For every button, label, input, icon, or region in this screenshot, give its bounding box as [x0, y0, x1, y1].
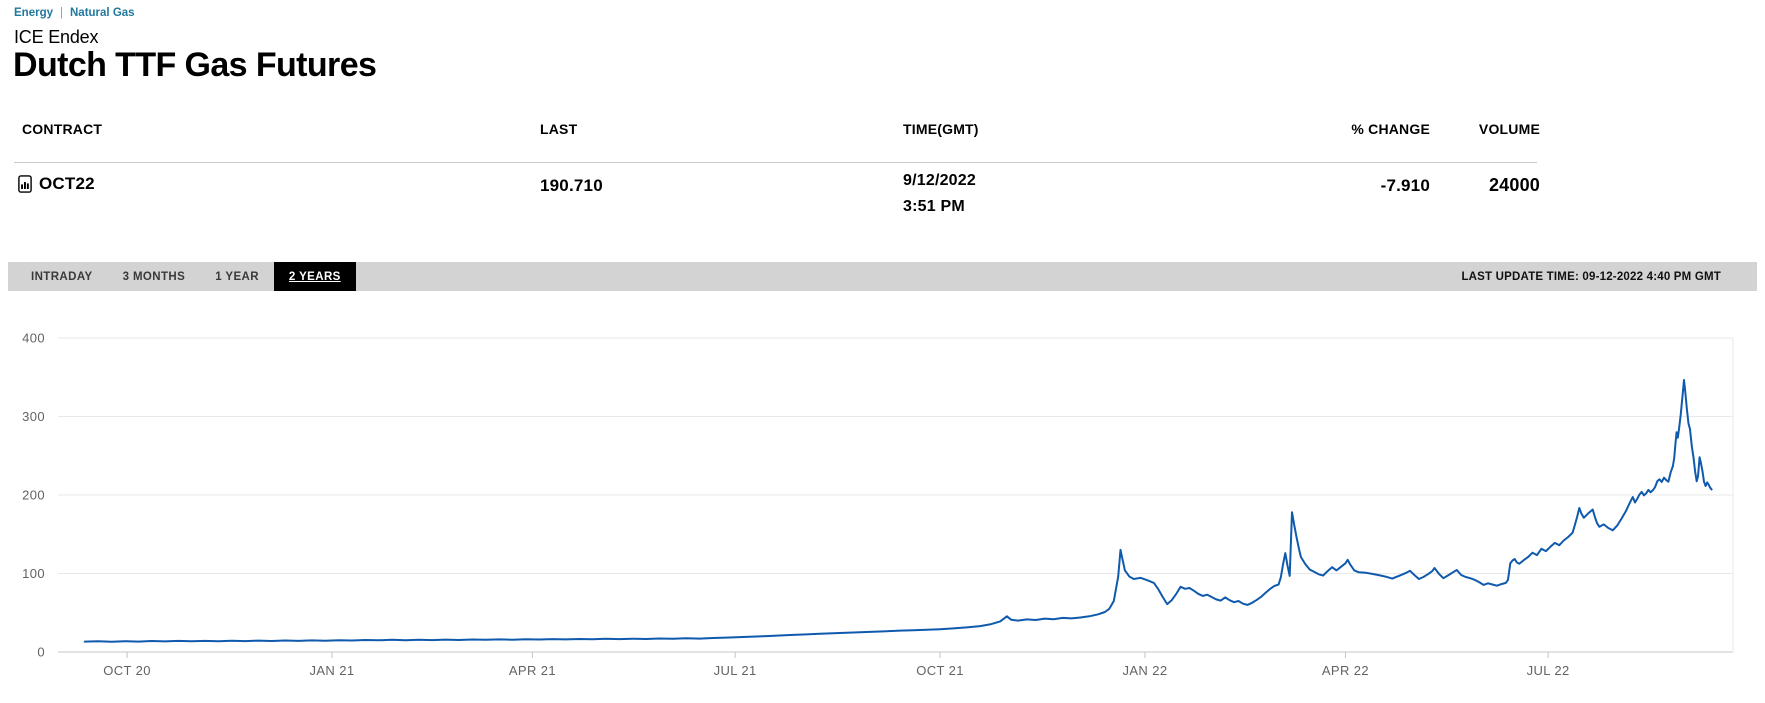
- tab-2-years[interactable]: 2 YEARS: [273, 262, 356, 291]
- table-header-divider: [14, 162, 1537, 163]
- y-axis-tick-label: 300: [22, 409, 45, 424]
- last-price-value: 190.710: [540, 176, 603, 195]
- breadcrumb-link-energy[interactable]: Energy: [14, 7, 53, 19]
- x-axis-tick-label: OCT 21: [916, 663, 964, 678]
- y-axis-tick-label: 0: [37, 645, 45, 660]
- x-axis-tick-label: JAN 21: [309, 663, 354, 678]
- exchange-name: ICE Endex: [14, 27, 99, 47]
- x-axis-tick-label: OCT 20: [103, 663, 151, 678]
- pct-change-value: -7.910: [1380, 176, 1430, 195]
- contract-cell[interactable]: OCT22: [18, 174, 95, 194]
- range-toolbar: INTRADAY 3 MONTHS 1 YEAR 2 YEARS LAST UP…: [8, 262, 1757, 291]
- contract-label: OCT22: [39, 174, 95, 193]
- price-chart[interactable]: 0 100 200 300 400 OCT 20 JAN 21 APR 21 JUL 21 OCT…: [0, 285, 1765, 697]
- tab-1-year[interactable]: 1 YEAR: [215, 270, 259, 283]
- tab-intraday[interactable]: INTRADAY: [31, 270, 93, 283]
- price-chart-svg[interactable]: 0 100 200 300 400 OCT 20 JAN 21 APR 21 JUL 21 OCT…: [0, 285, 1765, 697]
- price-line-series: [83, 379, 1713, 643]
- column-header-last: LAST: [540, 121, 578, 137]
- x-axis-tick-label: JAN 22: [1122, 663, 1167, 678]
- breadcrumb-link-natural-gas[interactable]: Natural Gas: [70, 7, 135, 19]
- x-axis-tick-label: APR 22: [1322, 663, 1369, 678]
- last-update-time: LAST UPDATE TIME: 09-12-2022 4:40 PM GMT: [1461, 270, 1721, 283]
- quote-time: 3:51 PM: [903, 198, 965, 215]
- page-title: Dutch TTF Gas Futures: [13, 46, 377, 84]
- x-axis-tick-label: JUL 22: [1527, 663, 1570, 678]
- column-header-time: TIME(GMT): [903, 121, 979, 137]
- quote-table: CONTRACT LAST TIME(GMT) % CHANGE VOLUME …: [14, 0, 1540, 232]
- y-axis-tick-label: 100: [22, 566, 45, 581]
- x-axis-tick-label: APR 21: [509, 663, 556, 678]
- breadcrumb: Energy | Natural Gas: [14, 7, 135, 19]
- y-axis-tick-label: 200: [22, 488, 45, 503]
- column-header-volume: VOLUME: [1478, 121, 1540, 137]
- breadcrumb-separator: |: [60, 7, 63, 19]
- tab-3-months[interactable]: 3 MONTHS: [122, 270, 186, 283]
- chart-document-icon: [18, 175, 32, 193]
- column-header-pct-change: % CHANGE: [1351, 121, 1430, 137]
- quote-date: 9/12/2022: [903, 172, 976, 189]
- x-axis-tick-label: JUL 21: [714, 663, 757, 678]
- column-header-contract: CONTRACT: [22, 121, 103, 137]
- volume-value: 24000: [1488, 175, 1540, 195]
- y-axis-tick-label: 400: [22, 331, 45, 346]
